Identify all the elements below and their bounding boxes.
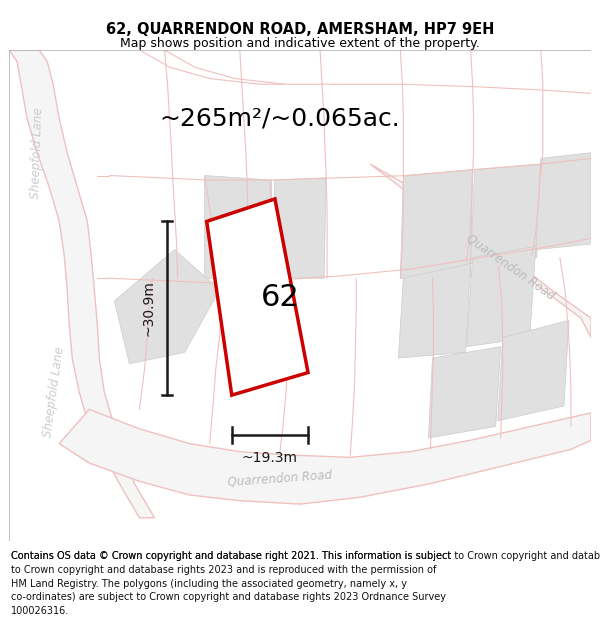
Text: co-ordinates) are subject to Crown copyright and database rights 2023 Ordnance S: co-ordinates) are subject to Crown copyr… [11, 592, 446, 602]
Polygon shape [59, 409, 591, 504]
Text: Quarrendon Road: Quarrendon Road [464, 231, 557, 302]
Text: Quarrendon Road: Quarrendon Road [227, 468, 332, 488]
Text: ~19.3m: ~19.3m [242, 451, 298, 465]
Polygon shape [470, 164, 541, 263]
Polygon shape [428, 347, 500, 438]
Polygon shape [272, 177, 326, 278]
Text: 100026316.: 100026316. [11, 606, 69, 616]
Polygon shape [497, 321, 569, 421]
Text: Contains OS data © Crown copyright and database right 2021. This information is : Contains OS data © Crown copyright and d… [11, 551, 600, 561]
Text: to Crown copyright and database rights 2023 and is reproduced with the permissio: to Crown copyright and database rights 2… [11, 565, 436, 575]
Polygon shape [370, 164, 591, 338]
Text: ~30.9m: ~30.9m [142, 281, 155, 336]
Polygon shape [467, 246, 536, 347]
Polygon shape [205, 176, 272, 278]
Text: ~265m²/~0.065ac.: ~265m²/~0.065ac. [160, 106, 400, 131]
Polygon shape [400, 170, 473, 278]
Polygon shape [206, 199, 308, 395]
Polygon shape [398, 263, 470, 358]
Polygon shape [536, 152, 591, 249]
Text: 62: 62 [261, 282, 300, 311]
Text: 62, QUARRENDON ROAD, AMERSHAM, HP7 9EH: 62, QUARRENDON ROAD, AMERSHAM, HP7 9EH [106, 22, 494, 38]
Text: HM Land Registry. The polygons (including the associated geometry, namely x, y: HM Land Registry. The polygons (includin… [11, 579, 407, 589]
Text: Sheepfold Lane: Sheepfold Lane [29, 107, 45, 199]
Text: Map shows position and indicative extent of the property.: Map shows position and indicative extent… [120, 38, 480, 50]
Text: Contains OS data © Crown copyright and database right 2021. This information is : Contains OS data © Crown copyright and d… [11, 551, 451, 561]
Text: Sheepfold Lane: Sheepfold Lane [41, 346, 67, 439]
Polygon shape [9, 50, 154, 518]
Polygon shape [115, 249, 220, 364]
